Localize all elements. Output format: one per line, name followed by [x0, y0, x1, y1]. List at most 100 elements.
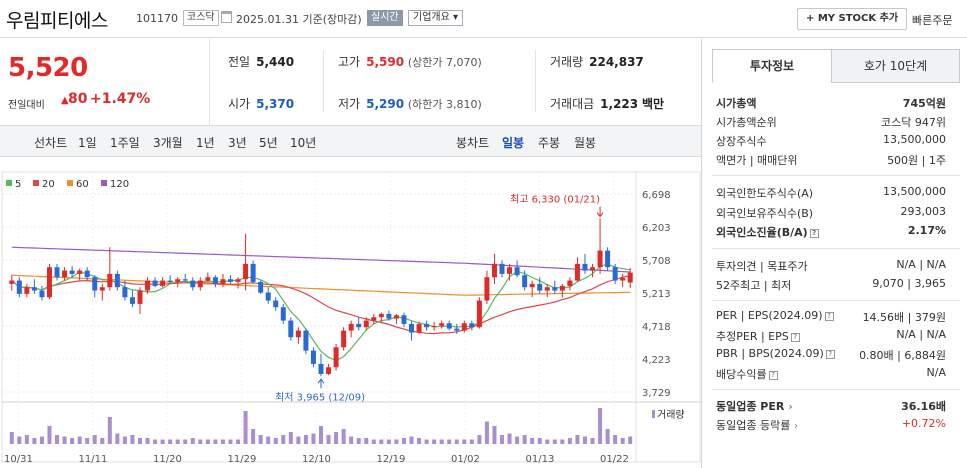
- company-overview-dropdown[interactable]: 기업개요 ▾: [408, 10, 463, 26]
- tab-10year[interactable]: 10년: [290, 136, 317, 150]
- y-tick-label: 6,203: [642, 223, 671, 234]
- volume-bar: [454, 439, 459, 444]
- volume-bar: [477, 435, 482, 444]
- trade-amount: 거래대금 1,223 백만: [550, 97, 665, 111]
- y-tick-label: 4,223: [642, 355, 671, 366]
- legend-swatch: [67, 180, 73, 186]
- help-icon[interactable]: ?: [824, 312, 834, 321]
- volume-bar: [213, 439, 218, 444]
- line-chart-label: 선차트: [34, 136, 68, 150]
- help-icon[interactable]: ?: [809, 229, 819, 238]
- candle-body: [288, 320, 294, 338]
- candle-body: [54, 267, 60, 278]
- volume-bar: [288, 432, 293, 444]
- volume-bar: [530, 438, 535, 444]
- x-tick-label: 10/31: [4, 454, 33, 465]
- pbr-row: PBR | BPS(2024.09)? 0.80배 | 6,884원: [716, 347, 946, 362]
- realtime-button[interactable]: 실시간: [367, 10, 403, 26]
- y-tick-label: 5,708: [642, 256, 671, 267]
- candle-body: [612, 267, 618, 281]
- candle-body: [167, 280, 173, 282]
- x-tick-label: 12/10: [302, 454, 331, 465]
- tab-monthly[interactable]: 월봉: [574, 136, 597, 150]
- tab-3year[interactable]: 3년: [228, 136, 247, 150]
- candle-body: [559, 285, 565, 291]
- candle-body: [258, 281, 264, 293]
- candle-body: [310, 350, 316, 364]
- volume-bar: [183, 439, 188, 444]
- tab-hoga-10[interactable]: 호가 10단계: [831, 49, 960, 83]
- candle-body: [280, 307, 286, 321]
- candle-body: [16, 280, 22, 294]
- candle-body: [227, 279, 233, 282]
- volume-bar: [326, 435, 331, 444]
- candlestick-chart[interactable]: 520601206,6986,2035,7085,2134,7184,2233,…: [0, 158, 701, 468]
- tab-1day[interactable]: 1일: [78, 136, 97, 150]
- candle-body: [114, 273, 120, 288]
- price-chart[interactable]: 520601206,6986,2035,7085,2134,7184,2233,…: [0, 158, 701, 468]
- help-icon[interactable]: ?: [790, 333, 800, 342]
- candle-body: [597, 250, 603, 268]
- tab-daily[interactable]: 일봉: [502, 136, 525, 150]
- volume-bar: [168, 439, 173, 444]
- volume-bar: [243, 411, 248, 444]
- volume-bar: [409, 436, 414, 444]
- volume-bar: [47, 426, 52, 444]
- help-icon[interactable]: ?: [768, 371, 778, 380]
- foreign-ratio-row: 외국인소진율(B/A)? 2.17%: [716, 224, 946, 239]
- candle-body: [175, 279, 181, 282]
- x-tick-label: 01/22: [600, 454, 629, 465]
- volume-bar: [334, 432, 339, 444]
- quick-order-link[interactable]: 빠른주문: [912, 14, 953, 27]
- candle-body: [499, 263, 505, 274]
- tab-weekly[interactable]: 주봉: [538, 136, 561, 150]
- volume-bar: [417, 438, 422, 444]
- tab-invest-info[interactable]: 투자정보: [712, 49, 832, 83]
- candle-body: [46, 267, 52, 298]
- sector-per-row[interactable]: 동일업종 PER › 36.16배: [716, 400, 946, 413]
- per-row: PER | EPS(2024.09)? 14.56배 | 379원: [716, 309, 946, 324]
- candle-body: [484, 277, 490, 301]
- candle-body: [212, 277, 218, 284]
- add-mystock-button[interactable]: + MY STOCK 추가: [797, 8, 908, 30]
- foreign-limit-row: 외국인한도주식수(A) 13,500,000: [716, 185, 946, 200]
- market-badge: 코스닥: [183, 10, 219, 26]
- volume-bar: [620, 438, 625, 444]
- tab-5year[interactable]: 5년: [259, 136, 278, 150]
- volume-bar: [447, 439, 452, 444]
- candle-body: [431, 325, 437, 328]
- candle-body: [99, 287, 105, 291]
- stock-header: 우림피티에스 101170 코스닥 2025.01.31 기준(장마감) 실시간…: [0, 0, 967, 38]
- candle-body: [62, 270, 68, 278]
- volume-bar: [130, 435, 135, 444]
- y-tick-label: 5,213: [642, 289, 671, 300]
- chevron-right-icon: ›: [788, 400, 793, 413]
- current-price-box: 5,520 전일대비 ▲ 80 +1.47%: [0, 39, 210, 125]
- candle-body: [84, 270, 90, 278]
- volume-bar: [401, 438, 406, 444]
- tab-3month[interactable]: 3개월: [153, 136, 183, 150]
- volume-bar: [522, 435, 527, 444]
- market-cap-rank-row: 시가총액순위 코스닥 947위: [716, 116, 946, 129]
- sector-rate-row[interactable]: 동일업종 등락률 › +0.72%: [716, 417, 946, 432]
- candle-body: [522, 275, 528, 288]
- candle-body: [39, 290, 45, 298]
- tab-1year[interactable]: 1년: [196, 136, 215, 150]
- volume-bar: [341, 429, 346, 444]
- help-icon[interactable]: ?: [825, 350, 835, 359]
- volume-bar: [590, 438, 595, 444]
- candle-body: [469, 323, 475, 328]
- candle-body: [590, 267, 596, 271]
- volume-bar: [319, 426, 323, 444]
- tab-1week[interactable]: 1주일: [110, 136, 140, 150]
- volume-bar: [198, 439, 203, 444]
- week52-row: 52주최고 | 최저 9,070 | 3,965: [716, 277, 946, 292]
- volume-bar: [386, 439, 391, 444]
- candle-body: [92, 277, 98, 291]
- candle-body: [386, 313, 392, 319]
- volume-bar: [371, 439, 376, 444]
- legend-label: 120: [110, 179, 129, 190]
- est-per-row: 추정PER | EPS? N/A | N/A: [716, 328, 946, 343]
- chevron-right-icon: ›: [793, 419, 799, 432]
- basis-date: 2025.01.31 기준(장마감): [236, 13, 362, 26]
